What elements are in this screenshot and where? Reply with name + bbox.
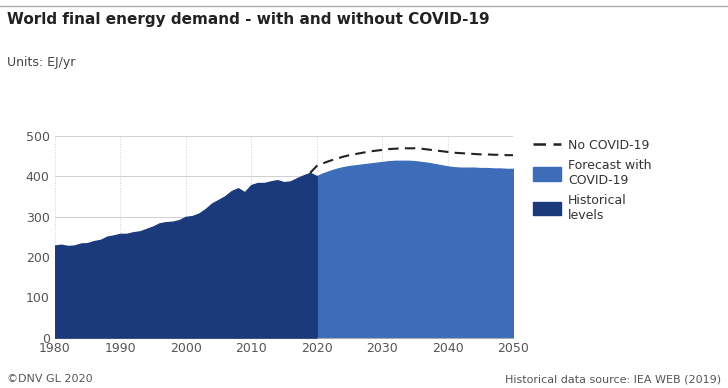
- Text: ©DNV GL 2020: ©DNV GL 2020: [7, 374, 93, 384]
- Text: World final energy demand - with and without COVID-19: World final energy demand - with and wit…: [7, 12, 490, 27]
- Text: Units: EJ/yr: Units: EJ/yr: [7, 56, 76, 69]
- Text: Historical data source: IEA WEB (2019): Historical data source: IEA WEB (2019): [505, 374, 721, 384]
- Legend: No COVID-19, Forecast with
COVID-19, Historical
levels: No COVID-19, Forecast with COVID-19, His…: [533, 138, 652, 222]
